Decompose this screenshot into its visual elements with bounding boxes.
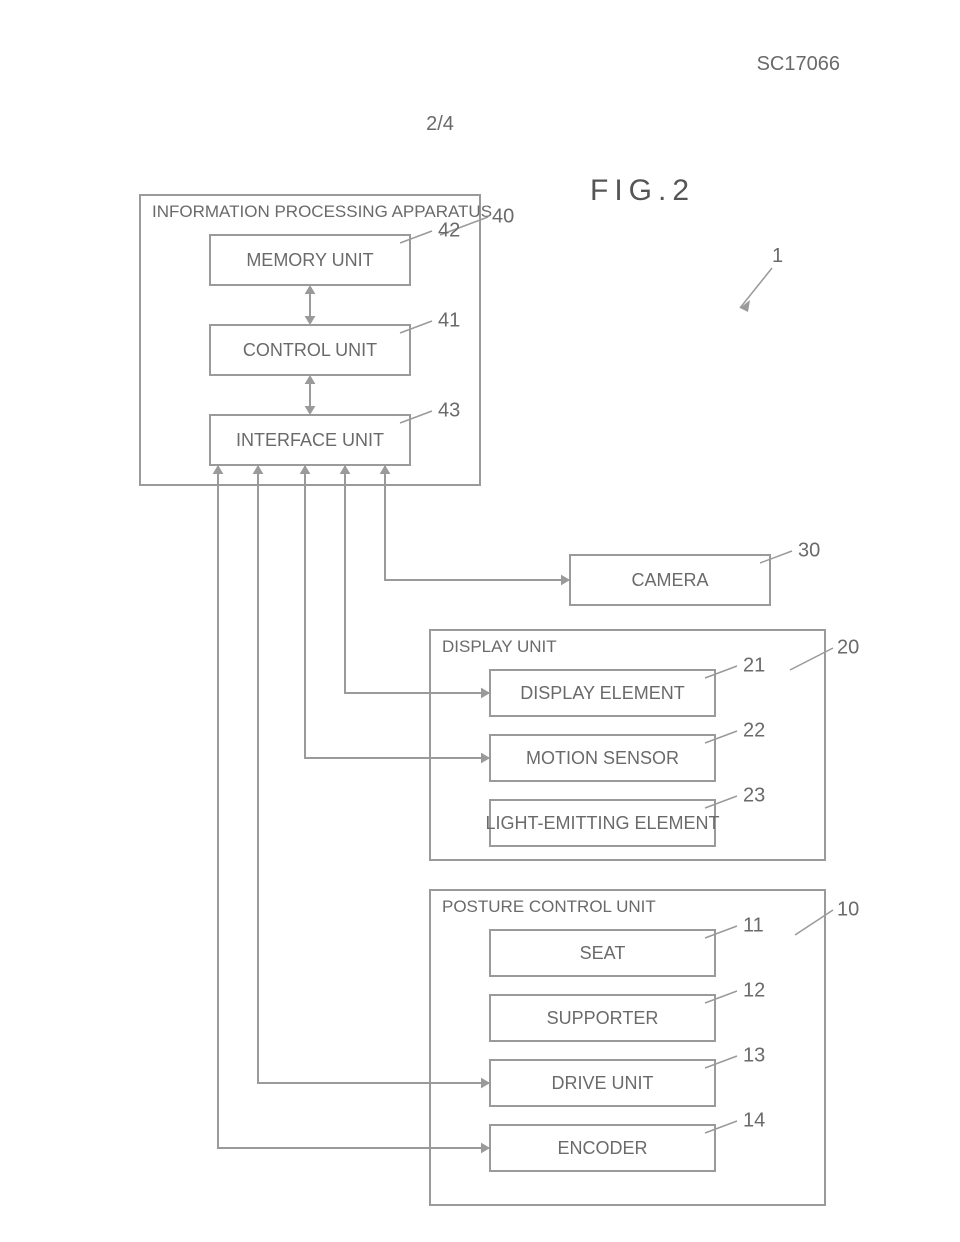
encoder-ref: 14 xyxy=(743,1109,765,1131)
doc-id: SC17066 xyxy=(757,53,840,75)
ipa-title: INFORMATION PROCESSING APPARATUS xyxy=(152,202,492,221)
camera-label: CAMERA xyxy=(631,570,708,590)
figure-label: FIG.2 xyxy=(590,174,695,207)
support-label: SUPPORTER xyxy=(547,1008,659,1028)
seat-label: SEAT xyxy=(580,943,626,963)
control-label: CONTROL UNIT xyxy=(243,340,377,360)
posture-unit-ref: 10 xyxy=(837,898,859,920)
block-diagram: SC17066 2/4 FIG.2 1 INFORMATION PROCESSING A… xyxy=(0,0,960,1242)
display-unit-ref: 20 xyxy=(837,636,859,658)
arrowhead-icon xyxy=(561,575,570,586)
ipa-ref: 40 xyxy=(492,205,514,227)
leader-line xyxy=(740,268,772,308)
memory-ref: 42 xyxy=(438,219,460,241)
encoder-label: ENCODER xyxy=(557,1138,647,1158)
motion-label: MOTION SENSOR xyxy=(526,748,679,768)
posture_unit-title: POSTURE CONTROL UNIT xyxy=(442,897,656,916)
disp_el-label: DISPLAY ELEMENT xyxy=(520,683,684,703)
disp_el-ref: 21 xyxy=(743,654,765,676)
drive-ref: 13 xyxy=(743,1044,765,1066)
system-ref: 1 xyxy=(772,245,783,267)
iface-ref: 43 xyxy=(438,399,460,421)
seat-ref: 11 xyxy=(743,914,764,936)
memory-label: MEMORY UNIT xyxy=(246,250,373,270)
page-number: 2/4 xyxy=(426,113,454,135)
display_unit-title: DISPLAY UNIT xyxy=(442,637,557,656)
drive-label: DRIVE UNIT xyxy=(551,1073,653,1093)
light-ref: 23 xyxy=(743,784,765,806)
iface-label: INTERFACE UNIT xyxy=(236,430,384,450)
camera-ref: 30 xyxy=(798,539,820,561)
control-ref: 41 xyxy=(438,309,460,331)
light-label: LIGHT-EMITTING ELEMENT xyxy=(485,813,719,833)
motion-ref: 22 xyxy=(743,719,765,741)
support-ref: 12 xyxy=(743,979,765,1001)
